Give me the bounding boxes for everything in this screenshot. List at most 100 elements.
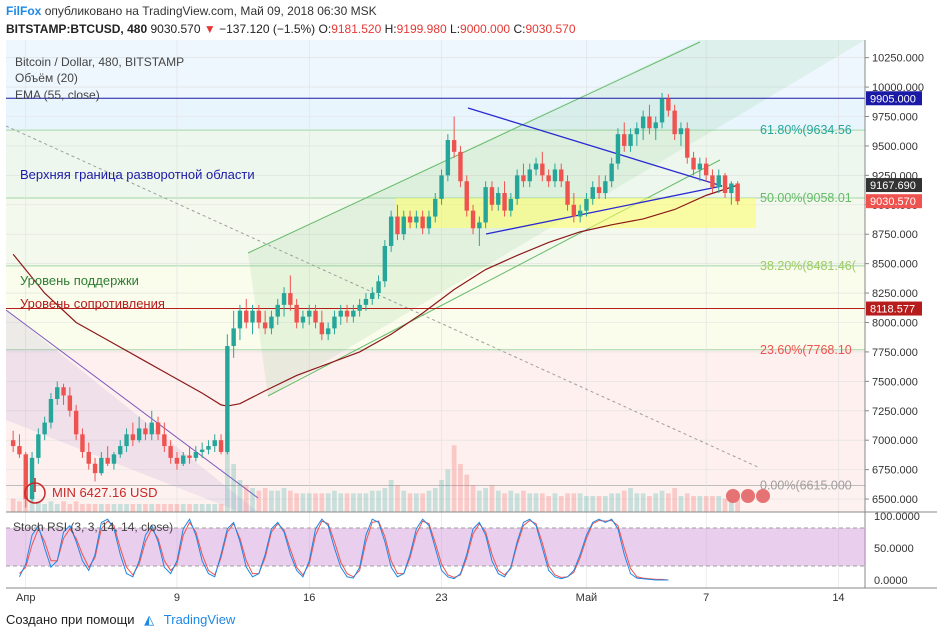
close-value: 9030.570 <box>525 22 576 36</box>
candle-body <box>136 428 142 441</box>
candle-body <box>36 434 41 458</box>
candle-body <box>376 281 381 294</box>
event-flags-icon[interactable] <box>726 489 770 503</box>
volume-bar <box>143 504 148 512</box>
candle-body <box>647 116 652 129</box>
candle-body <box>678 128 684 135</box>
candle-body <box>325 328 331 335</box>
candle-body <box>552 169 558 182</box>
candle-body <box>685 128 690 158</box>
candle-body <box>187 455 192 458</box>
legend-volume: Объём (20) <box>15 71 78 85</box>
close-label: C: <box>513 22 526 36</box>
volume-bar <box>225 432 230 512</box>
volume-bar <box>243 485 249 512</box>
volume-bar <box>61 501 66 512</box>
volume-bar <box>735 498 740 512</box>
volume-bar <box>729 498 734 512</box>
tradingview-logo-text[interactable]: TradingView <box>163 612 236 627</box>
volume-bar <box>565 493 570 512</box>
candle-body <box>508 198 514 211</box>
candle-body <box>640 116 646 129</box>
candle-body <box>212 440 217 447</box>
candle-body <box>622 134 627 146</box>
time-axis-ticks[interactable]: Апр 9 16 23 Май 7 14 <box>16 592 845 604</box>
y-tick-label: 7750.000 <box>872 347 918 359</box>
tradingview-logo-icon[interactable]: ◭ <box>144 612 155 627</box>
candle-body <box>584 198 589 211</box>
fib-zone-top <box>6 40 865 99</box>
volume-bar <box>206 504 211 512</box>
author-name[interactable]: FilFox <box>6 4 42 18</box>
volume-bar <box>420 493 425 512</box>
candle-body <box>716 175 721 188</box>
volume-bar <box>168 504 173 512</box>
candle-body <box>426 216 432 229</box>
volume-bar <box>117 504 123 512</box>
x-tick-label: 14 <box>832 592 844 604</box>
candle-body <box>55 387 60 400</box>
candle-body <box>244 310 249 323</box>
price-change: −137.120 (−1.5%) <box>219 22 316 36</box>
price-tag-bg <box>866 178 922 193</box>
price-chart[interactable]: 61.80%(9634.56 50.00%(9058.01 38.20%(8481.… <box>0 40 937 606</box>
x-tick-label: 23 <box>435 592 447 604</box>
x-tick-label: 7 <box>703 592 709 604</box>
volume-bar <box>130 504 136 512</box>
price-tag-bg <box>866 194 922 209</box>
candle-body <box>80 434 85 452</box>
volume-bar <box>533 493 539 512</box>
candle-body <box>370 293 375 299</box>
volume-bar <box>136 504 142 512</box>
candle-body <box>319 322 325 335</box>
candle-body <box>691 157 696 170</box>
legend-title: Bitcoin / Dollar, 480, BITSTAMP <box>15 55 185 69</box>
volume-bar <box>300 493 306 512</box>
stoch-tick-label: 50.0000 <box>874 543 914 555</box>
volume-bar <box>73 501 79 512</box>
volume-bar <box>603 496 608 512</box>
volume-bar <box>703 496 709 512</box>
candle-body <box>92 463 98 474</box>
volume-bar <box>199 504 205 512</box>
candle-body <box>111 454 117 464</box>
volume-bar <box>275 490 281 512</box>
candle-body <box>388 216 394 246</box>
volume-bar <box>294 493 299 512</box>
publication-line: FilFox опубликовано на TradingView.com, … <box>6 4 377 18</box>
candle-body <box>199 449 205 452</box>
price-tag-bg <box>866 301 922 316</box>
down-arrow-icon: ▼ <box>203 22 216 36</box>
volume-bar <box>155 504 161 512</box>
volume-bar <box>540 493 545 512</box>
candle-body <box>722 175 728 194</box>
candle-body <box>357 304 362 311</box>
candle-body <box>344 310 350 317</box>
y-tick-label: 8000.000 <box>872 317 918 329</box>
candle-body <box>521 175 526 182</box>
candle-body <box>17 446 22 455</box>
candle-body <box>590 187 595 199</box>
channel-upper-line <box>247 41 701 254</box>
triangle-upper-line <box>467 107 723 187</box>
candle-body <box>168 446 173 458</box>
volume-bar <box>344 493 350 512</box>
volume-bar <box>149 504 155 512</box>
volume-bar <box>92 504 98 512</box>
volume-bar <box>10 498 16 512</box>
candle-body <box>559 169 564 182</box>
published-text: опубликовано на TradingView.com, Май 09,… <box>44 4 377 18</box>
volume-bar <box>621 490 627 512</box>
volume-bar <box>187 504 192 512</box>
candle-body <box>307 310 312 317</box>
y-tick-label: 8250.000 <box>872 288 918 300</box>
min-label: MIN 6427.16 USD <box>52 485 158 500</box>
x-tick-label: Апр <box>16 592 35 604</box>
y-tick-label: 10250.000 <box>872 53 924 65</box>
volume-bar <box>647 496 652 512</box>
volume-bar <box>357 493 362 512</box>
candle-body <box>502 193 507 211</box>
candle-body <box>666 98 671 111</box>
candle-body <box>10 440 16 447</box>
candle-body <box>571 204 577 217</box>
